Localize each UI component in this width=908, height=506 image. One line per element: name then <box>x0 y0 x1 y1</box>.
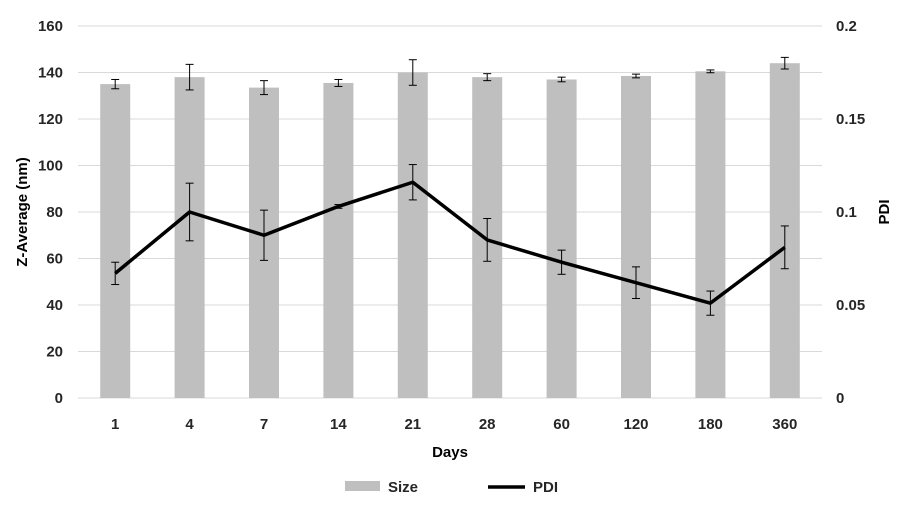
x-tick-label: 180 <box>698 416 723 433</box>
x-tick-label: 28 <box>479 416 496 433</box>
x-tick-label: 21 <box>404 416 421 433</box>
x-tick-label: 14 <box>330 416 347 433</box>
bars <box>100 63 800 399</box>
y2-tick-label: 0.05 <box>836 297 865 314</box>
size-bar <box>100 84 131 398</box>
x-tick-label: 60 <box>553 416 570 433</box>
size-bar <box>323 82 354 399</box>
y2-axis-title: PDI <box>876 199 893 224</box>
y-tick-label: 0 <box>55 390 63 407</box>
y-tick-label: 140 <box>38 65 63 82</box>
legend-pdi-label: PDI <box>533 479 558 496</box>
y2-tick-label: 0.15 <box>836 111 865 128</box>
y2-tick-label: 0.1 <box>836 204 857 221</box>
x-tick-label: 360 <box>772 416 797 433</box>
x-axis-title: Days <box>432 444 468 461</box>
x-tick-label: 7 <box>260 416 268 433</box>
legend: Size PDI <box>345 479 558 496</box>
y-tick-label: 60 <box>46 251 63 268</box>
pdi-error-bars <box>111 164 789 316</box>
x-tick-label: 120 <box>623 416 648 433</box>
size-bar <box>546 79 577 398</box>
x-tick-label: 4 <box>185 416 194 433</box>
y-tick-label: 40 <box>46 297 63 314</box>
size-bar <box>695 71 726 399</box>
y-tick-label: 160 <box>38 18 63 35</box>
y-tick-label: 20 <box>46 344 63 361</box>
y2-tick-label: 0 <box>836 390 844 407</box>
size-bar <box>621 75 651 399</box>
size-bar <box>397 72 428 398</box>
pdi-line-layer <box>114 180 786 305</box>
y-axis-title: Z-Average (nm) <box>14 157 31 266</box>
y2-tick-label: 0.2 <box>836 18 857 35</box>
pdi-line <box>114 180 786 305</box>
y-tick-label: 100 <box>38 158 63 175</box>
x-tick-label: 1 <box>111 416 119 433</box>
y-tick-label: 80 <box>46 204 63 221</box>
legend-size-swatch <box>345 481 380 491</box>
y-tick-label: 120 <box>38 111 63 128</box>
bar-error-bars <box>111 56 789 96</box>
legend-size-label: Size <box>388 479 418 496</box>
